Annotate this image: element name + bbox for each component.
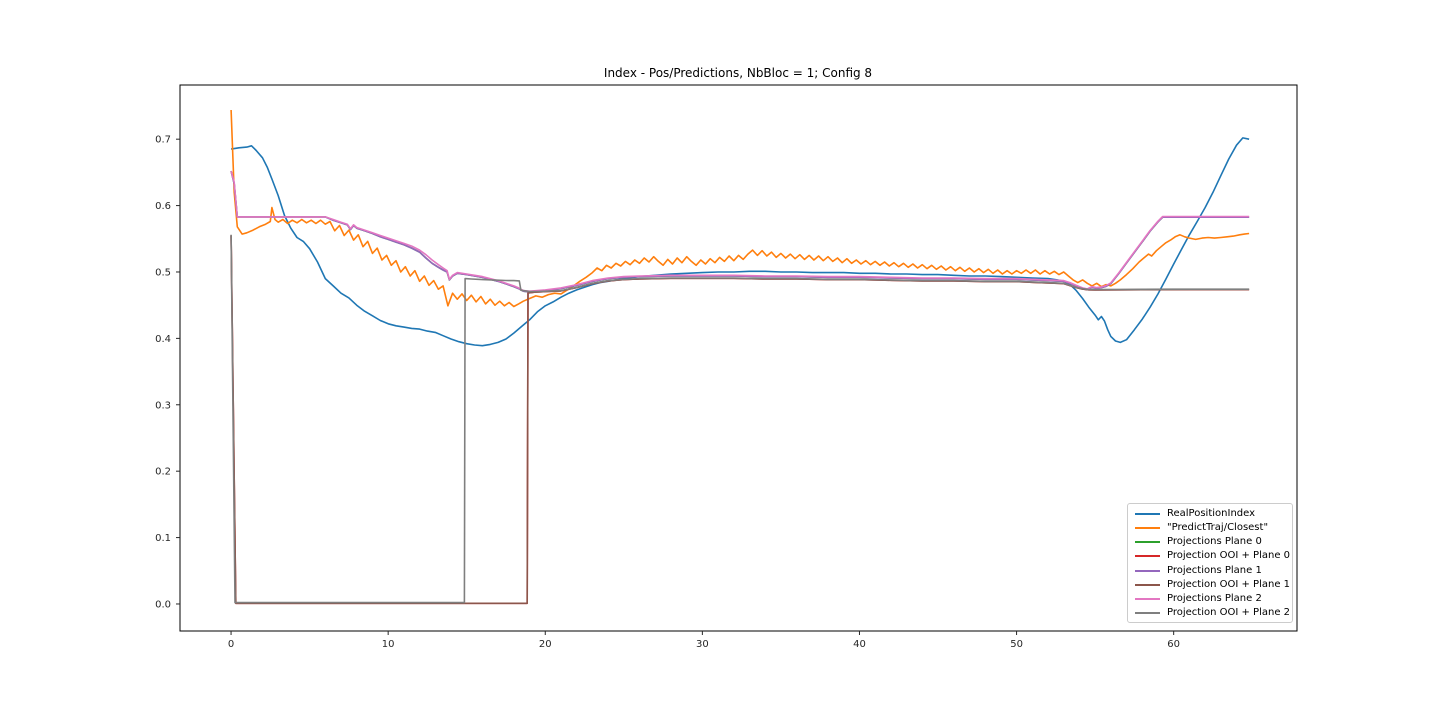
legend-entry-projections-plane-0: Projections Plane 0: [1135, 535, 1286, 549]
legend-line-sample-projections-plane-1: [1135, 569, 1160, 572]
legend-line-sample-projections-plane-2: [1135, 597, 1160, 600]
x-tick-label: 50: [1010, 639, 1023, 650]
y-tick-label: 0.6: [155, 201, 171, 212]
y-tick-label: 0.7: [155, 135, 171, 146]
legend: RealPositionIndex "PredictTraj/Closest" Pr…: [1127, 503, 1293, 623]
legend-line-sample-predict-traj-closest: [1135, 527, 1160, 530]
series-line-real-position-index: [230, 137, 1250, 347]
legend-line-sample-projection-ooi-plane-0: [1135, 555, 1160, 558]
series-line-projection-ooi-plane-1: [230, 235, 1250, 605]
series-line-predict-traj-closest: [230, 109, 1250, 308]
legend-label: Projections Plane 2: [1167, 592, 1262, 604]
x-tick-label: 20: [539, 639, 552, 650]
series-line-projections-plane-2: [230, 170, 1250, 293]
y-tick-label: 0.5: [155, 267, 171, 278]
series-line-projections-plane-1: [230, 170, 1250, 293]
series-lines: [230, 109, 1250, 605]
plot-area-frame: [179, 84, 1298, 632]
x-tick-label: 0: [228, 639, 234, 650]
legend-line-sample-projection-ooi-plane-1: [1135, 583, 1160, 586]
legend-entry-projection-ooi-plane-1: Projection OOI + Plane 1: [1135, 578, 1290, 592]
legend-line-sample-real-position-index: [1135, 513, 1160, 516]
legend-label: Projection OOI + Plane 0: [1167, 550, 1291, 562]
series-line-projections-plane-0: [230, 170, 1250, 293]
legend-entry-projection-ooi-plane-2: Projection OOI + Plane 2: [1135, 606, 1290, 620]
legend-line-sample-projection-ooi-plane-2: [1135, 611, 1160, 614]
legend-label: Projection OOI + Plane 2: [1167, 606, 1291, 618]
legend-entry-real-position-index: RealPositionIndex: [1135, 507, 1286, 521]
legend-entry-projections-plane-1: Projections Plane 1: [1135, 564, 1286, 578]
x-tick-label: 40: [853, 639, 866, 650]
legend-label: Projection OOI + Plane 1: [1167, 578, 1291, 590]
x-tick-label: 30: [696, 639, 709, 650]
x-axis-ticks: 0 10 20 30 40 50 60: [228, 631, 1180, 650]
legend-label: RealPositionIndex: [1167, 508, 1256, 520]
legend-label: Projections Plane 1: [1167, 564, 1262, 576]
chart-title: Index - Pos/Predictions, NbBloc = 1; Con…: [604, 66, 872, 80]
legend-label: Projections Plane 0: [1167, 536, 1262, 548]
legend-label: "PredictTraj/Closest": [1167, 522, 1269, 534]
x-tick-label: 10: [382, 639, 395, 650]
y-axis-ticks: 0.0 0.1 0.2 0.3 0.4 0.5 0.6 0.7: [155, 135, 180, 610]
legend-line-sample-projections-plane-0: [1135, 541, 1160, 544]
legend-entry-predict-traj-closest: "PredictTraj/Closest": [1135, 521, 1286, 535]
y-tick-label: 0.1: [155, 533, 171, 544]
y-tick-label: 0.4: [155, 334, 171, 345]
legend-entry-projection-ooi-plane-0: Projection OOI + Plane 0: [1135, 549, 1290, 563]
x-tick-label: 60: [1167, 639, 1180, 650]
y-tick-label: 0.0: [155, 599, 171, 610]
series-line-projection-ooi-plane-2: [230, 234, 1250, 604]
y-tick-label: 0.3: [155, 400, 171, 411]
y-tick-label: 0.2: [155, 467, 171, 478]
legend-entry-projections-plane-2: Projections Plane 2: [1135, 592, 1286, 606]
